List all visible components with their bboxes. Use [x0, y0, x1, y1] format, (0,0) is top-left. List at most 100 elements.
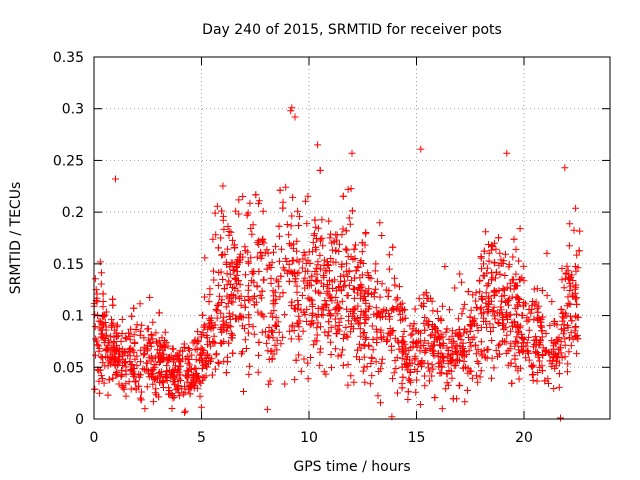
data-point: [495, 342, 502, 350]
data-point: [141, 405, 149, 413]
data-point: [159, 377, 167, 385]
data-point: [118, 382, 126, 390]
data-point: [269, 334, 277, 342]
data-point: [409, 339, 417, 347]
data-point: [136, 331, 144, 339]
data-point: [491, 312, 499, 320]
data-point: [223, 327, 231, 335]
data-point: [110, 356, 118, 363]
data-point: [347, 372, 355, 380]
data-point: [121, 334, 129, 342]
data-point: [562, 270, 570, 278]
data-point: [246, 199, 254, 207]
data-point: [218, 207, 226, 215]
data-point: [176, 362, 184, 370]
data-point: [111, 326, 119, 334]
data-point: [132, 377, 140, 385]
data-point: [101, 311, 109, 319]
data-point: [272, 276, 280, 284]
data-point: [267, 274, 275, 282]
data-point: [93, 290, 101, 298]
data-point: [509, 276, 517, 284]
data-point: [560, 321, 568, 329]
data-point: [518, 334, 526, 341]
data-point: [224, 299, 232, 307]
data-point: [257, 254, 265, 262]
data-point: [367, 360, 375, 367]
data-point: [126, 332, 134, 340]
data-point: [372, 285, 380, 293]
data-point: [538, 287, 546, 294]
data-point: [458, 310, 466, 318]
data-point: [484, 345, 492, 353]
data-point: [356, 355, 363, 363]
data-point: [449, 356, 457, 364]
data-point: [179, 355, 186, 363]
data-point: [230, 241, 238, 249]
data-point: [467, 342, 475, 350]
data-point: [389, 375, 396, 383]
data-point: [466, 339, 474, 346]
data-point: [568, 317, 576, 325]
data-point: [151, 376, 159, 384]
data-point: [421, 382, 429, 390]
data-point: [236, 281, 244, 289]
data-point: [338, 260, 346, 268]
data-point: [495, 234, 502, 242]
data-point: [140, 334, 148, 342]
data-point: [492, 346, 500, 354]
data-point: [405, 375, 413, 383]
data-point: [316, 265, 324, 273]
data-point: [573, 294, 581, 302]
data-point: [243, 211, 251, 219]
data-point: [444, 347, 452, 354]
data-point: [99, 298, 107, 305]
data-point: [483, 264, 491, 272]
data-point: [567, 329, 575, 337]
data-point: [568, 271, 576, 279]
data-point: [438, 363, 446, 371]
data-point: [295, 332, 303, 340]
data-point: [97, 372, 105, 380]
data-point: [319, 242, 327, 250]
data-point: [464, 386, 471, 394]
data-point: [163, 362, 171, 370]
data-point: [192, 371, 200, 379]
data-point: [229, 349, 237, 357]
data-point: [570, 226, 578, 234]
data-point: [227, 259, 235, 267]
data-point: [409, 325, 417, 333]
data-point: [519, 302, 527, 310]
data-point: [536, 357, 543, 365]
data-point: [334, 325, 342, 333]
data-point: [185, 345, 192, 352]
data-point: [490, 364, 498, 372]
data-point: [573, 251, 581, 259]
data-point: [275, 328, 283, 336]
data-point: [456, 270, 464, 278]
data-point: [424, 359, 432, 367]
data-point: [325, 217, 333, 225]
data-point: [568, 291, 576, 299]
data-point: [184, 359, 192, 367]
data-point: [452, 348, 459, 355]
y-axis-label: SRMTID / TECUs: [8, 182, 24, 295]
data-point: [321, 328, 329, 336]
data-point: [293, 237, 301, 245]
data-point: [530, 285, 538, 293]
data-point: [102, 347, 110, 355]
data-point: [232, 207, 240, 215]
data-point: [295, 222, 303, 229]
data-point: [539, 344, 547, 352]
data-point: [461, 398, 469, 406]
data-point: [412, 327, 420, 335]
data-point: [361, 319, 369, 327]
data-point: [340, 271, 348, 279]
data-point: [312, 264, 320, 272]
data-point: [287, 241, 295, 249]
data-point: [250, 330, 258, 338]
data-point: [546, 357, 554, 365]
data-point: [308, 311, 316, 319]
data-point: [169, 378, 177, 386]
data-point: [436, 369, 444, 377]
